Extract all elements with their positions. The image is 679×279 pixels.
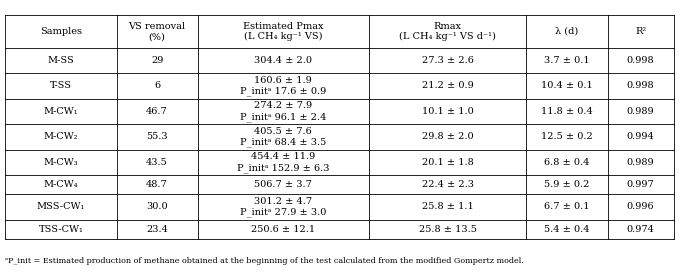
Text: R²: R² bbox=[635, 27, 646, 36]
Text: M-CW₂: M-CW₂ bbox=[43, 132, 78, 141]
Text: 5.4 ± 0.4: 5.4 ± 0.4 bbox=[544, 225, 590, 234]
Text: 12.5 ± 0.2: 12.5 ± 0.2 bbox=[541, 132, 593, 141]
Text: Rmax: Rmax bbox=[434, 22, 462, 31]
Text: 250.6 ± 12.1: 250.6 ± 12.1 bbox=[251, 225, 315, 234]
Text: 10.1 ± 1.0: 10.1 ± 1.0 bbox=[422, 107, 473, 116]
Text: 0.996: 0.996 bbox=[627, 202, 655, 211]
Text: 160.6 ± 1.9: 160.6 ± 1.9 bbox=[255, 76, 312, 85]
Text: 0.998: 0.998 bbox=[627, 56, 655, 65]
Text: λ (d): λ (d) bbox=[555, 27, 579, 36]
Text: 6: 6 bbox=[154, 81, 160, 90]
Text: 46.7: 46.7 bbox=[146, 107, 168, 116]
Text: 22.4 ± 2.3: 22.4 ± 2.3 bbox=[422, 180, 474, 189]
Text: 48.7: 48.7 bbox=[146, 180, 168, 189]
Text: 10.4 ± 0.1: 10.4 ± 0.1 bbox=[541, 81, 593, 90]
Text: 55.3: 55.3 bbox=[146, 132, 168, 141]
Text: 25.8 ± 1.1: 25.8 ± 1.1 bbox=[422, 202, 473, 211]
Text: 304.4 ± 2.0: 304.4 ± 2.0 bbox=[254, 56, 312, 65]
Text: 29.8 ± 2.0: 29.8 ± 2.0 bbox=[422, 132, 473, 141]
Text: 0.998: 0.998 bbox=[627, 81, 655, 90]
Text: 25.8 ± 13.5: 25.8 ± 13.5 bbox=[419, 225, 477, 234]
Text: (%): (%) bbox=[149, 32, 166, 41]
Text: Samples: Samples bbox=[40, 27, 82, 36]
Text: (L CH₄ kg⁻¹ VS): (L CH₄ kg⁻¹ VS) bbox=[244, 32, 323, 41]
Text: 29: 29 bbox=[151, 56, 163, 65]
Text: P_initᵃ 17.6 ± 0.9: P_initᵃ 17.6 ± 0.9 bbox=[240, 86, 327, 96]
Text: M-CW₃: M-CW₃ bbox=[43, 158, 78, 167]
Text: ᵃP_init = Estimated production of methane obtained at the beginning of the test : ᵃP_init = Estimated production of methan… bbox=[5, 257, 524, 265]
Text: 5.9 ± 0.2: 5.9 ± 0.2 bbox=[545, 180, 589, 189]
Text: 405.5 ± 7.6: 405.5 ± 7.6 bbox=[255, 127, 312, 136]
Text: 27.3 ± 2.6: 27.3 ± 2.6 bbox=[422, 56, 473, 65]
Text: VS removal: VS removal bbox=[128, 22, 185, 31]
Text: 454.4 ± 11.9: 454.4 ± 11.9 bbox=[251, 152, 315, 161]
Text: 0.974: 0.974 bbox=[627, 225, 655, 234]
Text: 11.8 ± 0.4: 11.8 ± 0.4 bbox=[541, 107, 593, 116]
Text: 6.8 ± 0.4: 6.8 ± 0.4 bbox=[545, 158, 589, 167]
Text: 274.2 ± 7.9: 274.2 ± 7.9 bbox=[254, 101, 312, 110]
Text: 6.7 ± 0.1: 6.7 ± 0.1 bbox=[544, 202, 590, 211]
Text: 21.2 ± 0.9: 21.2 ± 0.9 bbox=[422, 81, 473, 90]
Text: M-CW₄: M-CW₄ bbox=[43, 180, 78, 189]
Text: 301.2 ± 4.7: 301.2 ± 4.7 bbox=[254, 197, 312, 206]
Text: M-CW₁: M-CW₁ bbox=[43, 107, 78, 116]
Text: 0.994: 0.994 bbox=[627, 132, 655, 141]
Text: M-SS: M-SS bbox=[48, 56, 75, 65]
Text: 43.5: 43.5 bbox=[146, 158, 168, 167]
Text: 3.7 ± 0.1: 3.7 ± 0.1 bbox=[544, 56, 590, 65]
Text: P_initᵃ 68.4 ± 3.5: P_initᵃ 68.4 ± 3.5 bbox=[240, 138, 327, 147]
Text: 0.989: 0.989 bbox=[627, 158, 655, 167]
Text: Estimated Pmax: Estimated Pmax bbox=[243, 22, 323, 31]
Text: MSS-CW₁: MSS-CW₁ bbox=[37, 202, 85, 211]
Text: P_initᵃ 27.9 ± 3.0: P_initᵃ 27.9 ± 3.0 bbox=[240, 208, 327, 217]
Text: T-SS: T-SS bbox=[50, 81, 72, 90]
Text: P_initᵃ 96.1 ± 2.4: P_initᵃ 96.1 ± 2.4 bbox=[240, 112, 327, 122]
Text: 20.1 ± 1.8: 20.1 ± 1.8 bbox=[422, 158, 473, 167]
Text: (L CH₄ kg⁻¹ VS d⁻¹): (L CH₄ kg⁻¹ VS d⁻¹) bbox=[399, 32, 496, 41]
Text: P_initᵃ 152.9 ± 6.3: P_initᵃ 152.9 ± 6.3 bbox=[237, 163, 329, 173]
Text: 30.0: 30.0 bbox=[146, 202, 168, 211]
Text: 0.989: 0.989 bbox=[627, 107, 655, 116]
Text: 506.7 ± 3.7: 506.7 ± 3.7 bbox=[254, 180, 312, 189]
Text: 0.997: 0.997 bbox=[627, 180, 655, 189]
Text: 23.4: 23.4 bbox=[146, 225, 168, 234]
Text: TSS-CW₁: TSS-CW₁ bbox=[39, 225, 84, 234]
